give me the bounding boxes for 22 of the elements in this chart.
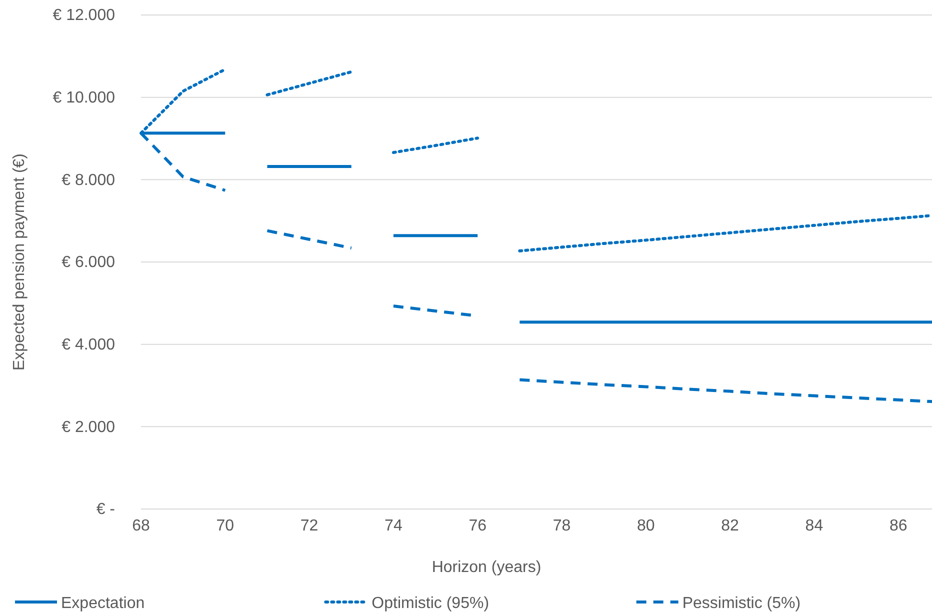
legend-label: Optimistic (95%) <box>372 595 490 612</box>
y-tick-label: € 2.000 <box>62 418 116 436</box>
legend-label: Expectation <box>61 595 145 612</box>
legend-label: Pessimistic (5%) <box>682 595 801 612</box>
x-axis-title: Horizon (years) <box>432 559 542 576</box>
x-tick-label: 84 <box>805 517 824 534</box>
x-tick-label: 72 <box>300 517 318 534</box>
y-tick-label: € - <box>96 501 115 518</box>
x-tick-label: 76 <box>468 517 487 534</box>
x-tick-label: 82 <box>721 517 740 534</box>
x-tick-label: 80 <box>636 517 655 534</box>
x-tick-label: 78 <box>552 517 571 534</box>
x-tick-label: 70 <box>216 517 234 534</box>
y-tick-label: € 4.000 <box>62 336 116 354</box>
y-tick-label: € 8.000 <box>62 172 116 189</box>
y-tick-label: € 6.000 <box>62 254 116 272</box>
y-axis-title: Expected pension payment (€) <box>11 153 28 371</box>
x-tick-label: 68 <box>132 517 150 534</box>
y-tick-label: € 10.000 <box>52 89 116 106</box>
y-tick-label: € 12.000 <box>52 7 116 24</box>
x-tick-label: 74 <box>384 517 402 534</box>
x-tick-label: 86 <box>889 517 908 534</box>
